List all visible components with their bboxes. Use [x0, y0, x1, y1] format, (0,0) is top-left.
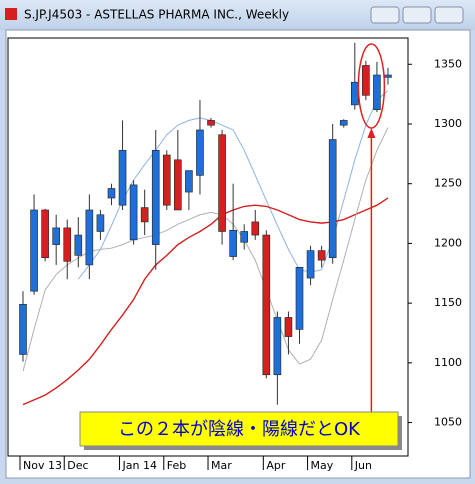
x-tick-label: Dec — [67, 459, 88, 472]
candle-body — [384, 74, 392, 78]
y-tick-label: 1200 — [434, 236, 462, 249]
y-tick-label: 1100 — [434, 356, 462, 369]
candle-body — [174, 159, 182, 211]
candle-body — [262, 234, 271, 376]
y-tick-label: 1250 — [434, 177, 462, 190]
candle-body — [251, 221, 260, 236]
window-title: S.JP.J4503 - ASTELLAS PHARMA INC., Weekl… — [24, 8, 289, 22]
candle-body — [240, 231, 248, 243]
annotation-box — [79, 411, 399, 447]
moving-average-line — [22, 127, 389, 372]
candle-body — [317, 250, 326, 261]
candle-body — [107, 188, 116, 199]
chart-panel — [5, 29, 471, 479]
annotation-text: この２本が陰線・陽線だとOK — [118, 419, 361, 440]
close-button[interactable] — [434, 6, 464, 24]
candle-body — [350, 81, 359, 106]
candle-body — [162, 154, 171, 206]
x-tick-label: Jan 14 — [122, 459, 157, 472]
candle-body — [339, 120, 348, 126]
x-tick-label: Jun — [354, 459, 372, 472]
candle-body — [129, 184, 138, 241]
x-tick-label: Apr — [266, 459, 286, 472]
candle-body — [118, 149, 127, 206]
candle-body — [306, 250, 315, 279]
candle-body — [63, 227, 72, 262]
candle-body — [295, 267, 304, 330]
candle-body — [373, 74, 381, 110]
arrow-head — [367, 128, 376, 138]
candle-body — [85, 209, 94, 266]
x-tick-label: Mar — [211, 459, 232, 472]
candle-body — [284, 317, 293, 337]
x-tick-label: May — [311, 459, 334, 472]
y-tick-label: 1300 — [434, 117, 462, 130]
candle-body — [41, 209, 49, 259]
y-tick-label: 1050 — [434, 416, 462, 429]
candle-body — [74, 234, 83, 256]
candle-body — [218, 134, 226, 232]
y-tick-label: 1350 — [434, 57, 462, 70]
app-icon — [5, 8, 17, 20]
candle-body — [140, 207, 149, 223]
candle-body — [207, 120, 215, 126]
x-tick-label: Nov 13 — [23, 459, 62, 472]
x-tick-label: Feb — [167, 459, 186, 472]
moving-average-line — [22, 197, 389, 406]
candle-body — [328, 139, 337, 259]
candle-body — [362, 65, 370, 96]
candle-body — [96, 214, 105, 232]
candle-body — [185, 170, 193, 193]
candle-body — [196, 129, 204, 176]
candle-body — [151, 149, 160, 245]
candle-body — [273, 317, 282, 376]
y-tick-label: 1150 — [434, 296, 462, 309]
candle-body — [30, 209, 38, 292]
candle-body — [229, 229, 237, 257]
maximize-button[interactable] — [402, 6, 432, 24]
candle-body — [52, 227, 60, 245]
candle-body — [19, 304, 27, 355]
minimize-button[interactable] — [370, 6, 400, 24]
